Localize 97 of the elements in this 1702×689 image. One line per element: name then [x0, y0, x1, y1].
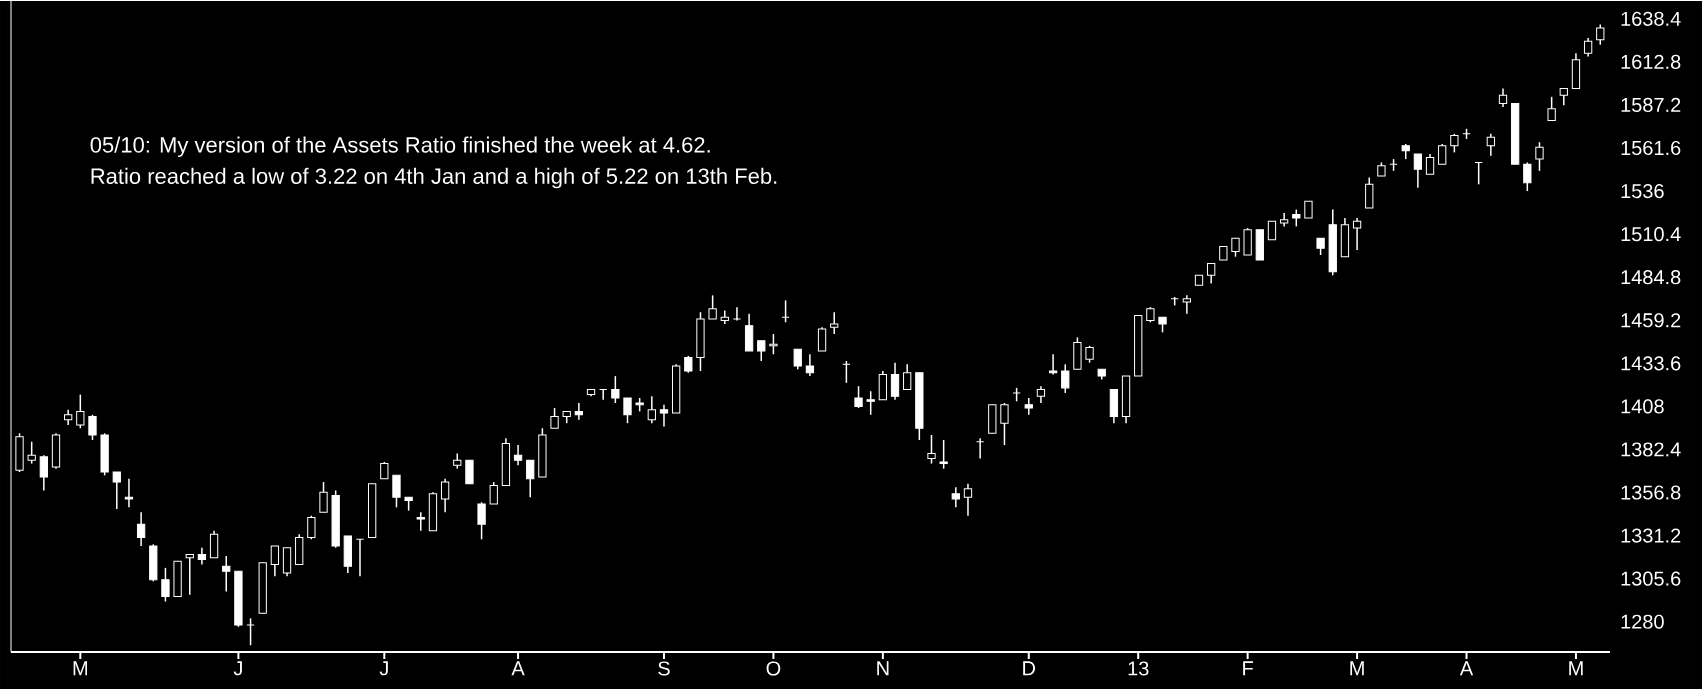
y-tick-label: 1408 [1621, 399, 1664, 414]
candlestick [185, 553, 194, 596]
y-tick-label: 1510.4 [1621, 227, 1681, 242]
candlestick [1000, 402, 1009, 446]
candlestick [1450, 133, 1459, 154]
x-tick-label: 13 [1128, 661, 1149, 676]
candlestick [489, 481, 498, 505]
x-tick-label: M [1569, 661, 1583, 676]
candlestick [647, 395, 656, 424]
candlestick [866, 390, 875, 416]
candlestick [769, 333, 778, 355]
y-tick-label: 1433.6 [1621, 356, 1681, 371]
candlestick [890, 361, 900, 401]
x-tick-label: M [1350, 661, 1364, 676]
candlestick [574, 402, 584, 421]
candlestick [246, 617, 255, 646]
y-tick-label: 1382.4 [1621, 442, 1681, 457]
candlestick [1486, 133, 1495, 157]
x-tick-label: M [73, 661, 88, 676]
candlestick [708, 294, 717, 320]
candlestick [39, 454, 48, 492]
y-tick-label: 1305.6 [1621, 571, 1681, 586]
candlestick [1425, 153, 1435, 175]
candlestick [720, 309, 729, 325]
y-tick-label: 1612.8 [1621, 54, 1681, 69]
candlestick [270, 545, 280, 578]
candlestick [1523, 161, 1532, 192]
candlestick [124, 477, 134, 509]
x-tick-label: S [658, 661, 670, 676]
y-tick-label: 1459.2 [1621, 313, 1681, 328]
y-tick-label: 1587.2 [1621, 97, 1681, 113]
candlestick [817, 326, 827, 352]
x-tick-label: A [511, 661, 525, 676]
candlestick [161, 567, 170, 603]
candlestick [1352, 217, 1362, 251]
x-tick-label: J [233, 661, 242, 676]
candlestick [319, 481, 328, 514]
candlestick [1024, 397, 1033, 416]
candlestick [793, 348, 802, 371]
candlestick [963, 483, 973, 517]
candlestick [1413, 153, 1423, 189]
candlestick [392, 474, 401, 509]
candlestick [1365, 176, 1374, 209]
candlestick [88, 414, 97, 441]
candlestick [477, 501, 486, 541]
annotation: Ratio reached a low of 3.22 on 4th Jan and a high of 5.22 on 13th Feb. [91, 167, 777, 189]
candlestick [416, 511, 425, 532]
candlestick [1547, 96, 1556, 122]
candlestick [550, 407, 559, 429]
x-tick-label: N [877, 661, 889, 676]
candlestick [526, 459, 535, 498]
candlestick [659, 403, 669, 428]
candlestick [1267, 220, 1277, 241]
x-tick-label: J [379, 661, 388, 676]
candlestick [209, 530, 219, 559]
annotation: 05/10: My version of the Assets Ratio finished the week at 4.62. [90, 136, 710, 158]
candlestick [1231, 237, 1240, 258]
y-tick-label: 1331.2 [1621, 528, 1681, 543]
candlestick [112, 471, 121, 510]
x-tick-label: D [1023, 661, 1036, 676]
candlestick [1583, 37, 1593, 58]
x-tick-label: F [1243, 661, 1253, 676]
y-tick-label: 1356.8 [1621, 485, 1681, 500]
candlestick [623, 397, 632, 424]
candlestick [611, 375, 620, 404]
candlestick [513, 444, 523, 467]
candlestick [1596, 23, 1605, 46]
candlestick [307, 514, 316, 541]
x-tick-label: A [1459, 661, 1474, 676]
candlestick [757, 340, 766, 362]
y-tick-label: 1561.6 [1621, 140, 1681, 156]
candlestick [805, 353, 815, 377]
y-tick-label: 1638.4 [1621, 11, 1681, 26]
candlestick [951, 486, 960, 509]
candlestick [1498, 87, 1508, 108]
candlestick [1207, 262, 1216, 285]
candlestick [465, 459, 474, 485]
candlestick [136, 511, 146, 547]
candlestick [939, 439, 948, 470]
candlestick [1061, 363, 1070, 394]
candlestick [732, 306, 742, 322]
candlestick [27, 440, 36, 465]
candlestick [854, 385, 863, 409]
candlestick [903, 363, 912, 391]
candlestick [1048, 353, 1058, 376]
y-tick-label: 1536 [1621, 183, 1664, 199]
candlestick [222, 555, 231, 593]
candlestick [76, 393, 85, 429]
candlestick [830, 311, 839, 335]
y-tick-label: 1280 [1621, 614, 1664, 629]
candlestick [1438, 143, 1447, 165]
candlestick [440, 477, 450, 514]
x-tick-label: O [766, 661, 781, 676]
y-tick-label: 1484.8 [1621, 270, 1681, 285]
candlestick [1535, 141, 1544, 172]
candlestick [1182, 294, 1191, 315]
candlestick [927, 434, 936, 465]
